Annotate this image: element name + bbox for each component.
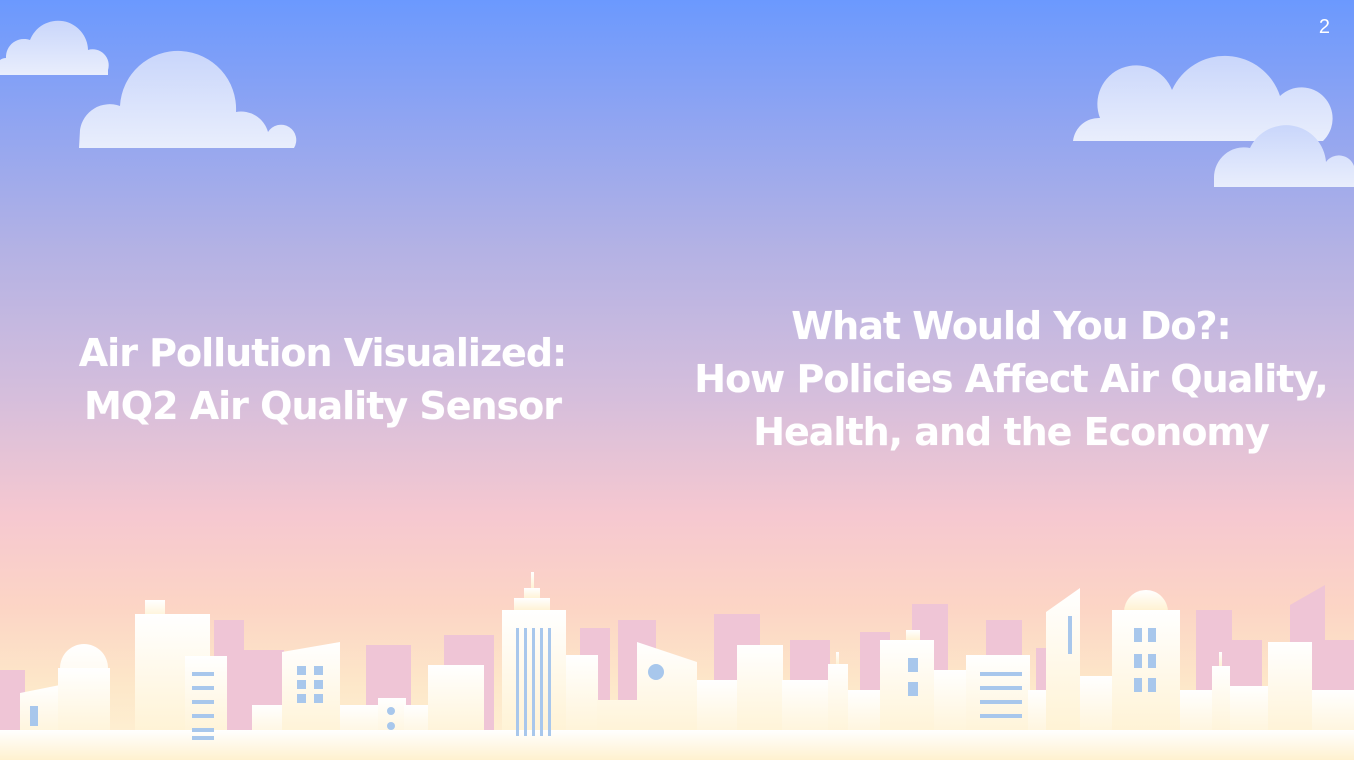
cloud-icon [79,50,297,148]
right-title-line: What Would You Do?: [791,304,1232,348]
building-windows [30,616,1156,740]
right-title-line: How Policies Affect Air Quality, [694,357,1328,401]
cloud-icon [1213,125,1354,187]
skyline-front-buildings [0,572,1354,760]
left-title-line: MQ2 Air Quality Sensor [83,384,562,428]
left-title: Air Pollution Visualized: MQ2 Air Qualit… [40,327,605,433]
right-title: What Would You Do?: How Policies Affect … [678,300,1344,459]
right-title-line: Health, and the Economy [753,410,1270,454]
cloud-icon [1073,55,1333,142]
cloud-icon [0,20,109,76]
left-title-line: Air Pollution Visualized: [78,331,567,375]
slide-number: 2 [1318,16,1330,38]
